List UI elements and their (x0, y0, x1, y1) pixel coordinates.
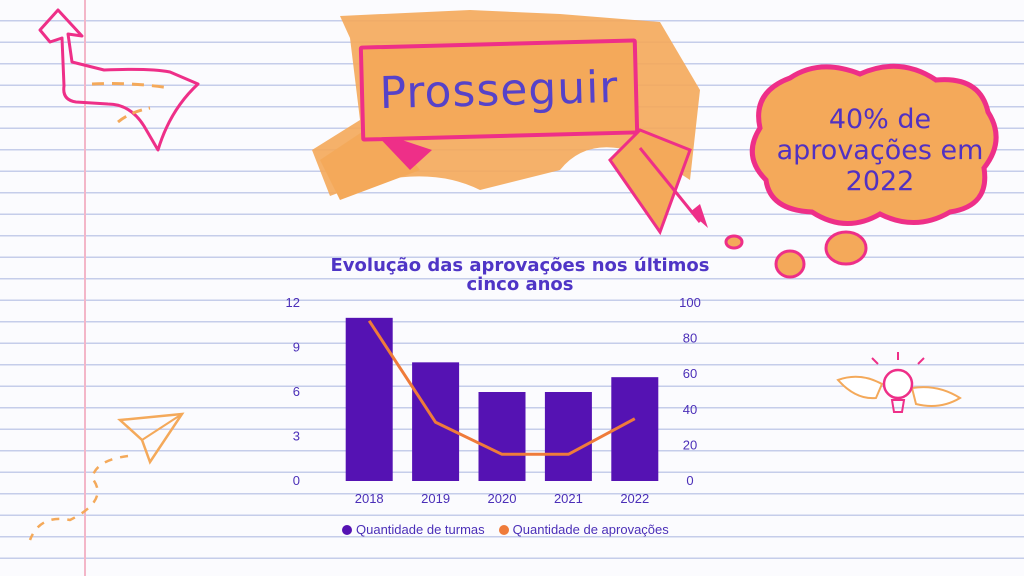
cloud-callout-shape (749, 63, 999, 226)
left-tick-label: 3 (293, 429, 300, 444)
right-tick-label: 100 (679, 295, 701, 310)
left-tick-label: 9 (293, 340, 300, 355)
x-tick-label: 2018 (355, 491, 384, 506)
right-tick-label: 0 (686, 473, 693, 488)
legend-label-aprovacoes: Quantidade de aprovações (512, 522, 669, 537)
legend-label-turmas: Quantidade de turmas (356, 522, 485, 537)
left-tick-label: 0 (293, 473, 300, 488)
chart-legend: Quantidade de turmas Quantidade de aprov… (342, 522, 669, 537)
bar-2020 (478, 392, 526, 481)
notebook-margin-line (84, 0, 86, 576)
x-tick-label: 2019 (421, 491, 450, 506)
approval-callout: 40% de aprovações em 2022 (776, 104, 984, 197)
x-tick-label: 2020 (488, 491, 517, 506)
right-tick-label: 80 (683, 331, 697, 346)
bar-2018 (345, 317, 393, 481)
legend-swatch-turmas (342, 524, 352, 535)
approvals-line (367, 319, 636, 456)
right-axis: 0 20 40 60 80 100 (679, 295, 701, 488)
legend-swatch-aprovacoes (498, 524, 509, 535)
legend-item-turmas: Quantidade de turmas (342, 522, 485, 537)
left-tick-label: 12 (286, 295, 300, 310)
right-tick-label: 20 (683, 437, 697, 452)
bar-2022 (611, 377, 659, 481)
right-tick-label: 60 (683, 366, 697, 381)
left-tick-label: 6 (293, 384, 300, 399)
right-tick-label: 40 (683, 402, 697, 417)
lightbulb-wings-icon (836, 352, 962, 413)
bar-series (345, 317, 659, 481)
chart-title: Evolução das aprovações nos últimos cinc… (330, 255, 710, 295)
thought-bubbles-icon (724, 230, 868, 279)
line-series (367, 319, 636, 456)
legend-item-aprovacoes: Quantidade de aprovações (498, 522, 669, 537)
left-axis: 0 3 6 9 12 (286, 295, 300, 488)
bar-2021 (544, 392, 592, 481)
x-tick-label: 2022 (620, 491, 649, 506)
paper-plane-icon (28, 412, 185, 541)
doodle-arrow-icon (38, 8, 200, 152)
x-tick-label: 2021 (554, 491, 583, 506)
x-axis: 2018 2019 2020 2021 2022 (355, 491, 650, 506)
